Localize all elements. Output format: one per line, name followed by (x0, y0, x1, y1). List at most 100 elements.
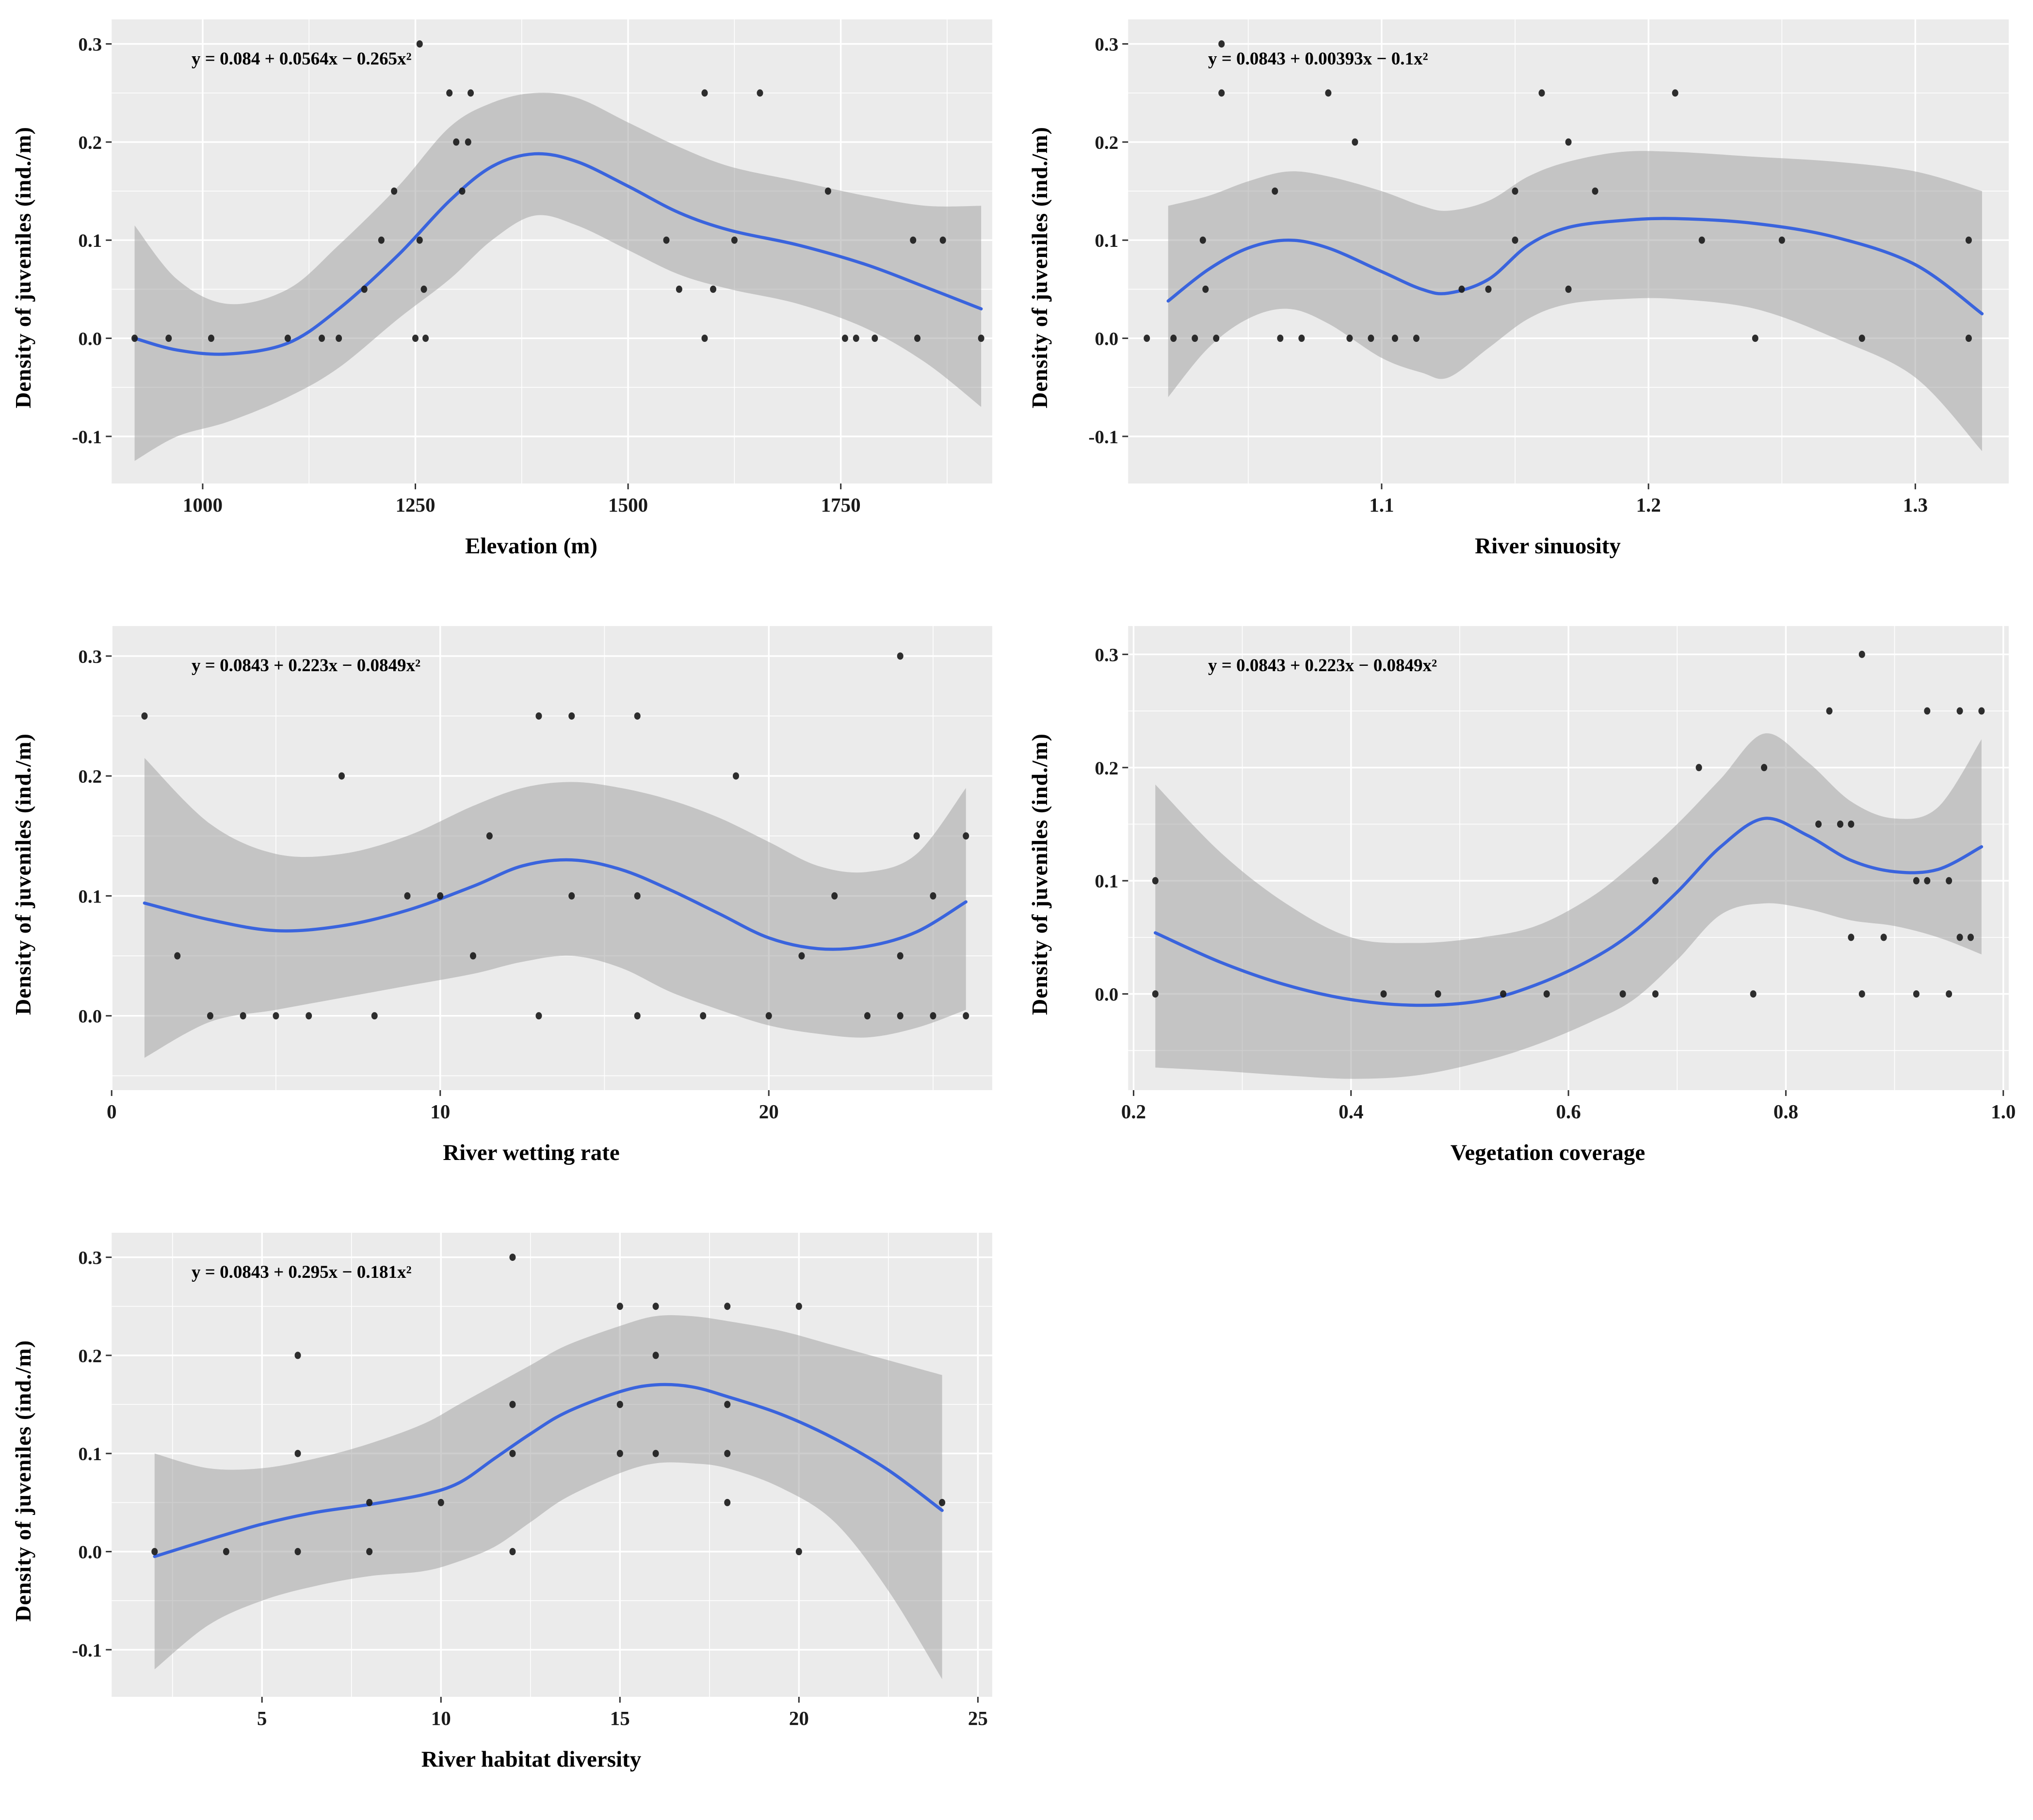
data-point (319, 335, 325, 342)
data-point (486, 832, 493, 840)
x-tick-label: 1500 (608, 494, 648, 516)
data-point (165, 335, 172, 342)
data-point (963, 1012, 969, 1020)
data-point (676, 285, 682, 293)
y-tick-label: 0.0 (78, 1542, 102, 1563)
y-tick-label: 0.2 (1095, 132, 1118, 153)
data-point (939, 1498, 946, 1506)
data-point (1913, 990, 1920, 998)
x-tick-label: 0.8 (1774, 1100, 1798, 1123)
smooth-line (1153, 817, 1984, 1007)
data-point (1202, 285, 1209, 293)
x-tick-label: 0.6 (1556, 1100, 1581, 1123)
axis-ticks-and-labels: 1000 1250 1500 1750 -0.1 0.0 0.1 0.2 0.3 (72, 34, 860, 516)
data-point (1695, 764, 1702, 772)
data-point (1672, 89, 1678, 97)
plot-area-wrap: 0.2 0.4 0.6 0.8 1.0 0.0 0.1 0.2 0.3 y = 0.0843 +… (1063, 607, 2029, 1135)
data-point (1826, 707, 1833, 715)
data-point (1543, 990, 1550, 998)
data-point (1512, 236, 1518, 244)
data-point (1170, 335, 1177, 342)
data-point (1858, 990, 1865, 998)
data-point (930, 892, 936, 900)
data-point (469, 952, 476, 960)
data-point (361, 285, 368, 293)
data-point (701, 89, 708, 97)
data-point (1924, 707, 1931, 715)
data-point (294, 1450, 301, 1457)
data-points (1144, 40, 1972, 342)
data-point (710, 285, 717, 293)
confidence-band (154, 1315, 942, 1679)
y-axis-title: Density of juveniles (ind./m) (11, 733, 35, 1015)
data-point (366, 1548, 373, 1556)
smooth-line (153, 1383, 944, 1558)
data-point (853, 335, 859, 342)
data-point (151, 1548, 158, 1556)
data-point (1213, 335, 1220, 342)
x-tick-label: 5 (257, 1707, 267, 1729)
x-tick-label: 1.3 (1903, 494, 1928, 516)
y-tick-label: 0.2 (78, 1346, 102, 1367)
data-point (1761, 764, 1768, 772)
data-point (1413, 335, 1420, 342)
data-point (652, 1352, 659, 1359)
x-axis-title: River sinuosity (1475, 533, 1621, 559)
data-point (459, 187, 466, 195)
data-point (338, 772, 345, 780)
data-point (1352, 138, 1358, 146)
scatter-plot-river-habitat-diversity: 5 10 15 20 25 -0.1 0.0 0.1 0.2 0.3 (72, 1233, 992, 1729)
data-point (1967, 934, 1974, 941)
axis-ticks-and-labels: 5 10 15 20 25 -0.1 0.0 0.1 0.2 0.3 (72, 1248, 988, 1729)
data-point (1218, 40, 1225, 48)
data-point (568, 712, 575, 720)
data-point (634, 1012, 641, 1020)
data-point (1458, 285, 1465, 293)
data-point (509, 1548, 516, 1556)
data-point (1435, 990, 1441, 998)
data-point (1144, 335, 1150, 342)
y-tick-label: 0.0 (78, 1006, 102, 1027)
y-axis-title: Density of juveniles (ind./m) (11, 127, 35, 408)
x-tick-label: 1750 (821, 494, 861, 516)
x-tick-label: 20 (759, 1100, 779, 1123)
y-tick-label: 0.3 (78, 646, 102, 667)
data-point (378, 236, 385, 244)
y-tick-label: 0.2 (1095, 758, 1118, 779)
x-tick-label: 10 (430, 1100, 450, 1123)
data-point (1218, 89, 1225, 97)
data-point (616, 1303, 623, 1310)
data-point (910, 236, 917, 244)
data-point (897, 652, 904, 660)
equation-label: y = 0.084 + 0.0564x − 0.265x² (192, 49, 412, 69)
data-point (465, 138, 471, 146)
y-tick-label: 0.0 (78, 329, 102, 350)
x-tick-label: 15 (610, 1707, 630, 1729)
data-point (446, 89, 453, 97)
data-point (1368, 335, 1374, 342)
data-point (437, 892, 444, 900)
x-tick-label: 1.1 (1369, 494, 1394, 516)
panel-vegetation-coverage: Density of juveniles (ind./m) 0.2 0.4 0.6 0… (1016, 607, 2033, 1213)
data-point (294, 1548, 301, 1556)
plot-area-wrap: 1.1 1.2 1.3 -0.1 0.0 0.1 0.2 0.3 y = 0.0843 + 0… (1063, 0, 2029, 528)
data-point (652, 1450, 659, 1457)
data-point (652, 1303, 659, 1310)
data-point (616, 1401, 623, 1408)
data-point (1565, 285, 1572, 293)
x-axis-title: River wetting rate (443, 1140, 620, 1165)
data-point (978, 335, 984, 342)
x-tick-label: 20 (789, 1707, 809, 1729)
x-axis-title: Elevation (m) (465, 533, 597, 559)
data-point (724, 1303, 731, 1310)
data-point (824, 187, 831, 195)
data-point (663, 236, 670, 244)
confidence-band (134, 93, 982, 461)
data-point (1837, 820, 1843, 828)
y-tick-label: -0.1 (72, 1640, 102, 1661)
data-point (294, 1352, 301, 1359)
y-tick-label: 0.3 (1095, 34, 1118, 55)
y-tick-label: 0.1 (78, 1444, 102, 1465)
y-tick-label: 0.1 (1095, 230, 1118, 251)
